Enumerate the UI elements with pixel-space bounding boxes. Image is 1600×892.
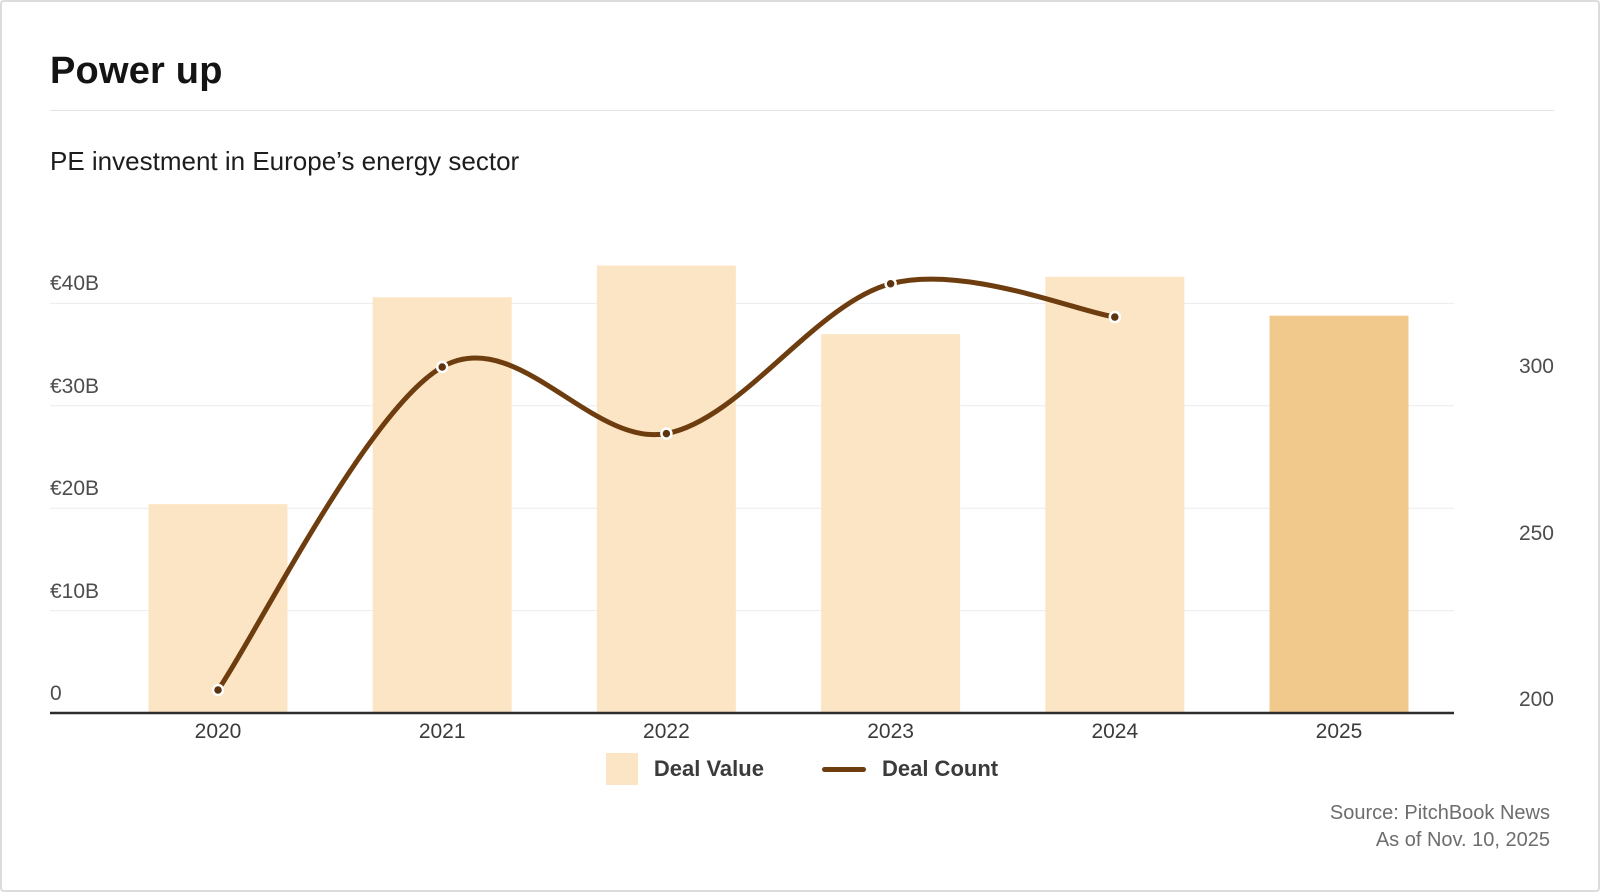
source-note: Source: PitchBook News As of Nov. 10, 20… bbox=[1330, 800, 1550, 854]
right-axis-tick-200: 200 bbox=[1518, 688, 1554, 711]
left-axis-tick-0: 0 bbox=[50, 682, 62, 705]
legend-item-deal-value: Deal Value bbox=[605, 753, 764, 785]
deal-count-point-2020 bbox=[211, 683, 225, 697]
x-axis-label-2023: 2023 bbox=[867, 720, 914, 743]
deal-count-point-2021 bbox=[435, 360, 449, 374]
x-axis-label-2020: 2020 bbox=[194, 720, 242, 743]
deal-count-point-2024 bbox=[1108, 310, 1122, 324]
left-axis-tick-€20B: €20B bbox=[50, 477, 100, 501]
chart-legend: Deal Value Deal Count bbox=[2, 753, 1598, 785]
deal-value-bar-2022 bbox=[596, 265, 736, 712]
left-axis-tick-€30B: €30B bbox=[50, 374, 100, 398]
x-axis-label-2024: 2024 bbox=[1091, 720, 1139, 743]
deal-value-bar-2023 bbox=[821, 334, 961, 712]
source-line: Source: PitchBook News bbox=[1329, 802, 1550, 824]
deal-count-line bbox=[215, 276, 1118, 693]
title-divider bbox=[50, 110, 1554, 111]
chart-title: Power up bbox=[50, 50, 223, 92]
left-axis-tick-€40B: €40B bbox=[50, 272, 100, 296]
x-axis-label-2021: 2021 bbox=[418, 720, 466, 743]
legend-item-deal-count: Deal Count bbox=[821, 756, 999, 782]
chart-subtitle: PE investment in Europe’s energy sector bbox=[50, 146, 520, 176]
deal-value-bar-2025 bbox=[1269, 315, 1409, 712]
x-axis-label-2025: 2025 bbox=[1315, 720, 1363, 743]
right-axis-tick-300: 300 bbox=[1518, 355, 1554, 378]
deal-value-swatch-icon bbox=[605, 753, 638, 785]
legend-label-deal-value: Deal Value bbox=[653, 756, 764, 781]
deal-count-point-2022 bbox=[660, 427, 673, 440]
deal-count-point-2023 bbox=[884, 277, 897, 290]
right-axis-tick-250: 250 bbox=[1518, 521, 1554, 545]
deal-value-bar-2024 bbox=[1045, 276, 1185, 712]
left-axis-tick-€10B: €10B bbox=[50, 579, 100, 603]
deal-count-swatch-icon bbox=[821, 766, 866, 772]
legend-label-deal-count: Deal Count bbox=[881, 756, 999, 781]
asof-line: As of Nov. 10, 2025 bbox=[1375, 829, 1550, 851]
x-axis-label-2022: 2022 bbox=[643, 720, 690, 743]
